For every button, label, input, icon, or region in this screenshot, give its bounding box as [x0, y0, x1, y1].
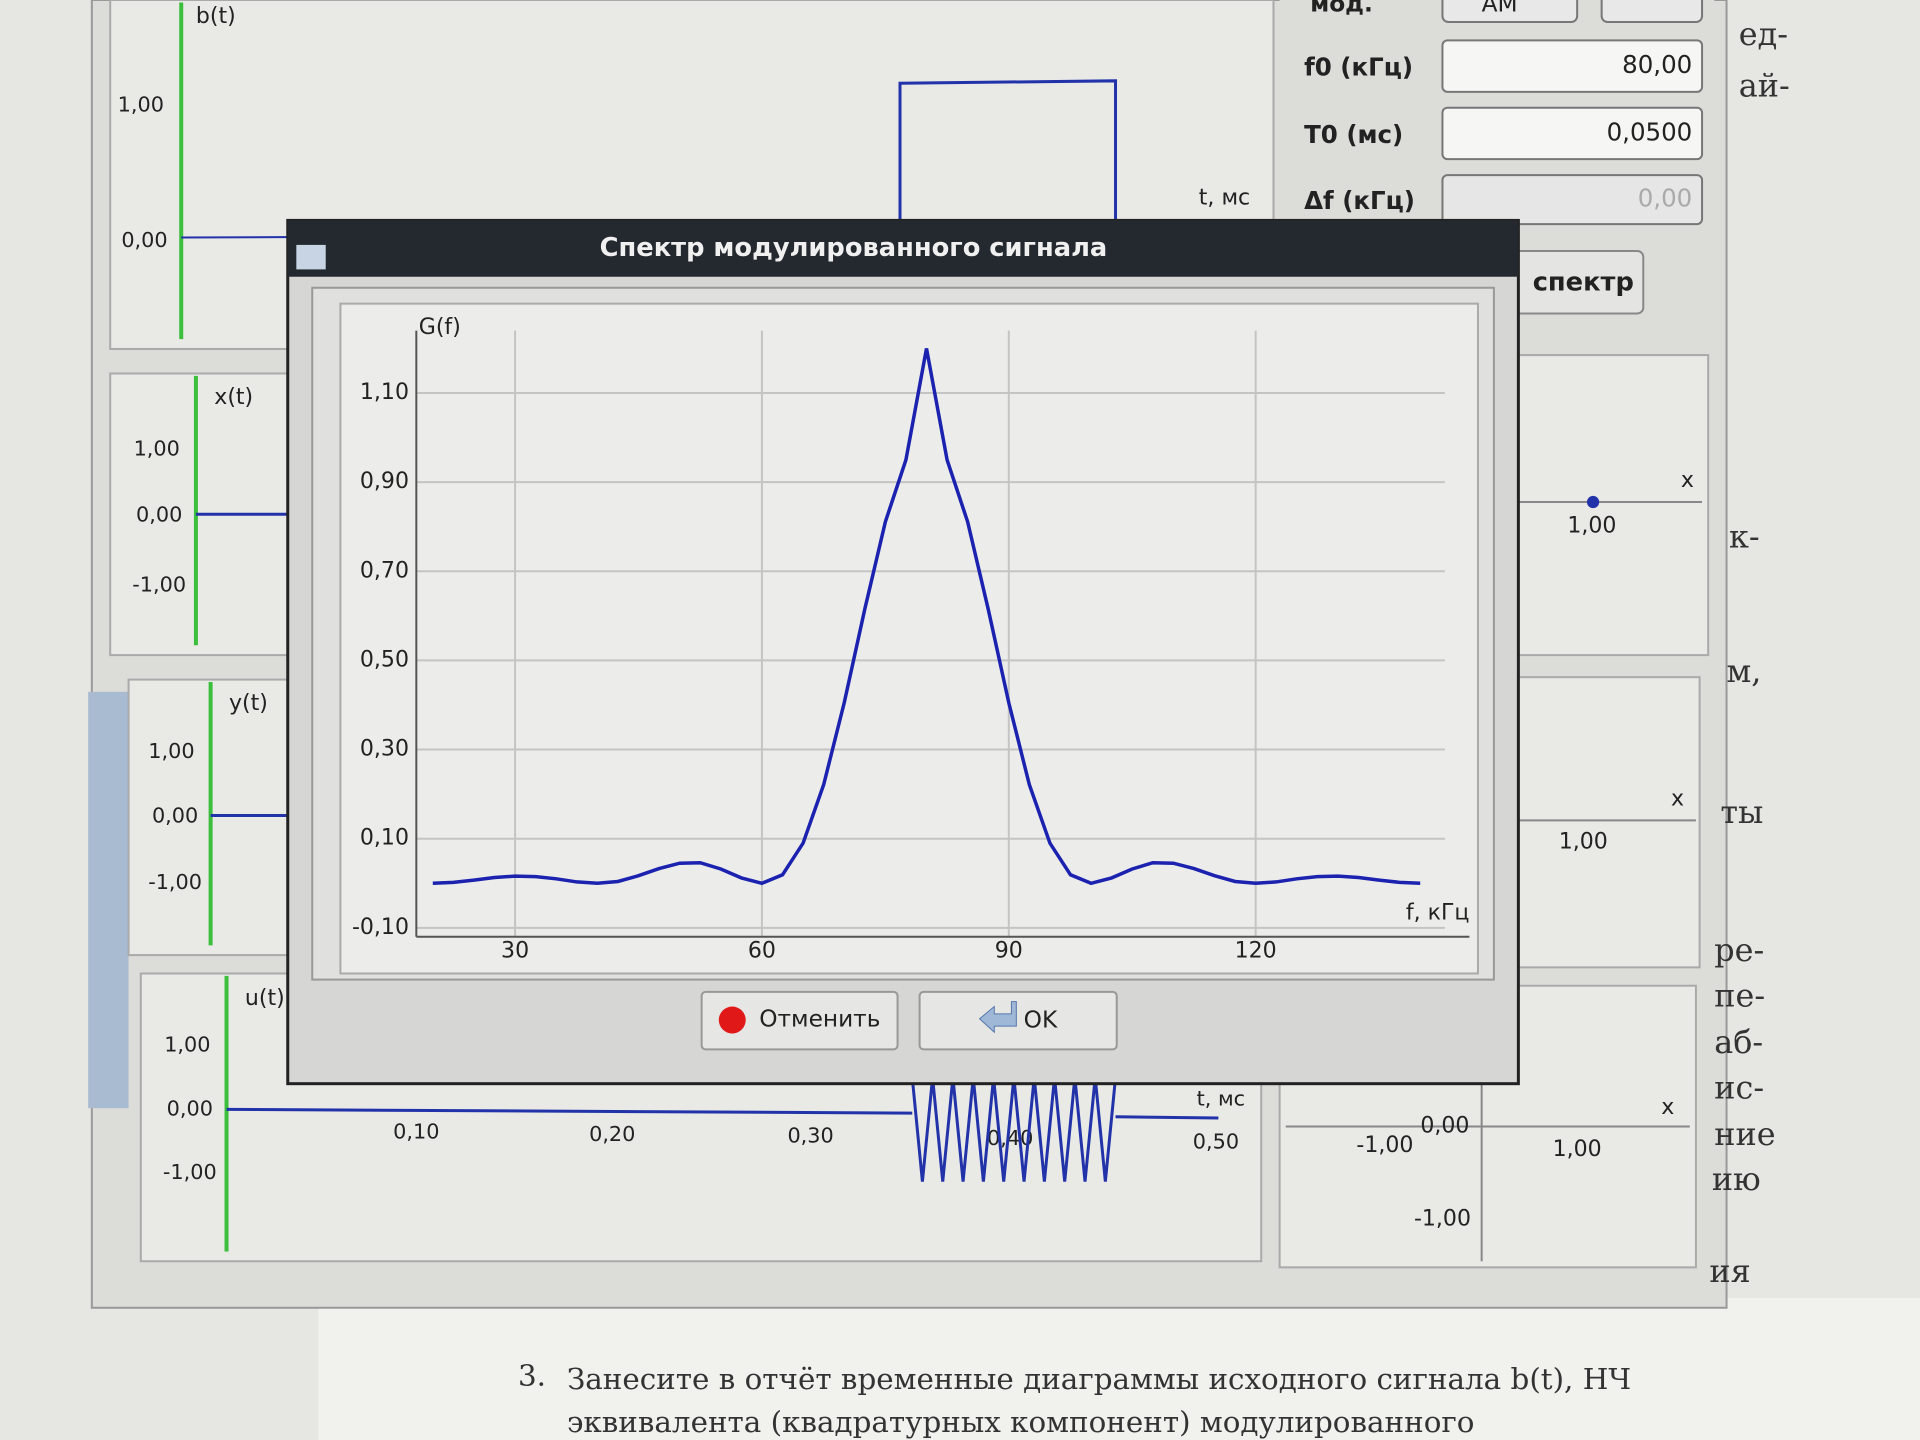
margin-text: пе-: [1714, 976, 1765, 1014]
x-tick-label: 30: [501, 938, 529, 963]
plot-label: u(t): [245, 986, 285, 1011]
x-tick-label: 0,50: [1193, 1129, 1239, 1153]
signal-line: [1115, 1115, 1219, 1120]
field-value[interactable]: 0,0500: [1607, 117, 1693, 146]
y-tick-label: 0,10: [360, 826, 409, 851]
y-axis-label: G(f): [419, 315, 461, 340]
phase-tick-label: 0,00: [1420, 1114, 1469, 1139]
signal-line: [226, 1107, 913, 1115]
dropdown-value[interactable]: АМ: [1482, 0, 1518, 17]
signal-pulse: [898, 79, 1118, 233]
phase-panel: [1505, 676, 1701, 969]
margin-text: ние: [1714, 1115, 1775, 1153]
plot-label: x(t): [214, 385, 253, 410]
dropdown: [1441, 0, 1579, 24]
phase-tick-label: -1,00: [1356, 1133, 1413, 1158]
ok-icon: [978, 1001, 1017, 1034]
y-tick-label: 0,00: [121, 228, 167, 252]
document-line: Занесите в отчёт временные диаграммы исх…: [567, 1362, 1631, 1396]
y-tick-label: 0,90: [360, 469, 409, 494]
input-box: [1441, 174, 1704, 226]
y-tick-label: 0,00: [136, 503, 182, 527]
y-tick-label: 1,00: [134, 436, 180, 460]
dropdown: [1600, 0, 1704, 24]
field-label: f0 (кГц): [1304, 53, 1413, 82]
button-label[interactable]: спектр: [1533, 267, 1634, 297]
y-tick-label: -1,00: [163, 1160, 217, 1184]
y-tick-label: -1,00: [132, 572, 186, 596]
y-tick-label: 1,00: [148, 739, 194, 763]
input-box: [1441, 106, 1704, 161]
y-tick-label: -0,10: [352, 915, 409, 940]
phase-tick-label: 1,00: [1553, 1137, 1602, 1162]
x-tick-label: 0,10: [393, 1120, 439, 1144]
field-value[interactable]: 0,00: [1638, 184, 1693, 213]
margin-text: ед-: [1739, 15, 1788, 53]
plot-label: b(t): [196, 4, 236, 29]
x-tick-label: 0,30: [787, 1123, 833, 1147]
chart-area: [339, 302, 1479, 975]
y-tick-label: 1,00: [164, 1033, 210, 1057]
margin-text: м,: [1727, 652, 1762, 690]
x-axis-label: t, мс: [1197, 1087, 1246, 1111]
input-box: [1441, 39, 1704, 93]
cancel-icon: [718, 1006, 746, 1034]
dialog-titlebar: [287, 220, 1519, 277]
plot-label: y(t): [229, 691, 268, 716]
phase-axis-label: x: [1661, 1095, 1674, 1120]
list-number: 3.: [518, 1359, 546, 1393]
button-label[interactable]: OK: [1024, 1007, 1058, 1034]
margin-text: аб-: [1714, 1023, 1763, 1061]
margin-text: ию: [1712, 1160, 1761, 1198]
margin-text: к-: [1729, 517, 1760, 555]
y-tick-label: -1,00: [148, 870, 202, 894]
phase-panel: [1505, 354, 1710, 657]
x-tick-label: 0,20: [589, 1122, 635, 1146]
x-tick-label: 120: [1235, 938, 1277, 963]
paper-page: [318, 1297, 1920, 1440]
y-tick-label: 1,00: [118, 92, 164, 116]
margin-text: ай-: [1739, 67, 1790, 105]
y-tick-label: 0,00: [152, 804, 198, 828]
document-line: эквивалента (квадратурных компонент) мод…: [567, 1405, 1475, 1439]
y-tick-label: 0,30: [360, 737, 409, 762]
phase-tick-label: 1,00: [1559, 829, 1608, 854]
phase-point: [1586, 495, 1600, 509]
x-axis-label: f, кГц: [1406, 900, 1470, 925]
y-tick-label: 0,50: [360, 647, 409, 672]
phase-tick-label: -1,00: [1414, 1207, 1471, 1232]
y-tick-label: 0,00: [167, 1096, 213, 1120]
field-value[interactable]: 80,00: [1622, 50, 1692, 79]
margin-text: ия: [1709, 1252, 1750, 1290]
margin-text: ты: [1720, 793, 1763, 831]
scrollbar: [88, 691, 129, 1109]
ok-button: [918, 990, 1118, 1051]
spectrum-line: [432, 348, 1421, 886]
button-label[interactable]: Отменить: [759, 1006, 880, 1033]
field-label: T0 (мс): [1304, 120, 1403, 149]
window-icon: [296, 244, 326, 270]
field-label: мод.: [1310, 0, 1373, 17]
phase-axis-label: x: [1681, 468, 1694, 493]
x-tick-label: 90: [995, 938, 1023, 963]
phase-axis-label: x: [1671, 787, 1684, 812]
y-tick-label: 0,70: [360, 558, 409, 583]
phase-tick-label: 1,00: [1567, 514, 1616, 539]
dialog-title: Спектр модулированного сигнала: [600, 233, 1108, 263]
x-axis-label: t, мс: [1199, 185, 1250, 210]
field-label: Δf (кГц): [1304, 186, 1415, 215]
y-tick-label: 1,10: [360, 380, 409, 405]
margin-text: ре-: [1714, 931, 1764, 969]
cancel-button: [700, 990, 899, 1051]
margin-text: ис-: [1714, 1068, 1764, 1106]
x-tick-label: 60: [748, 938, 776, 963]
